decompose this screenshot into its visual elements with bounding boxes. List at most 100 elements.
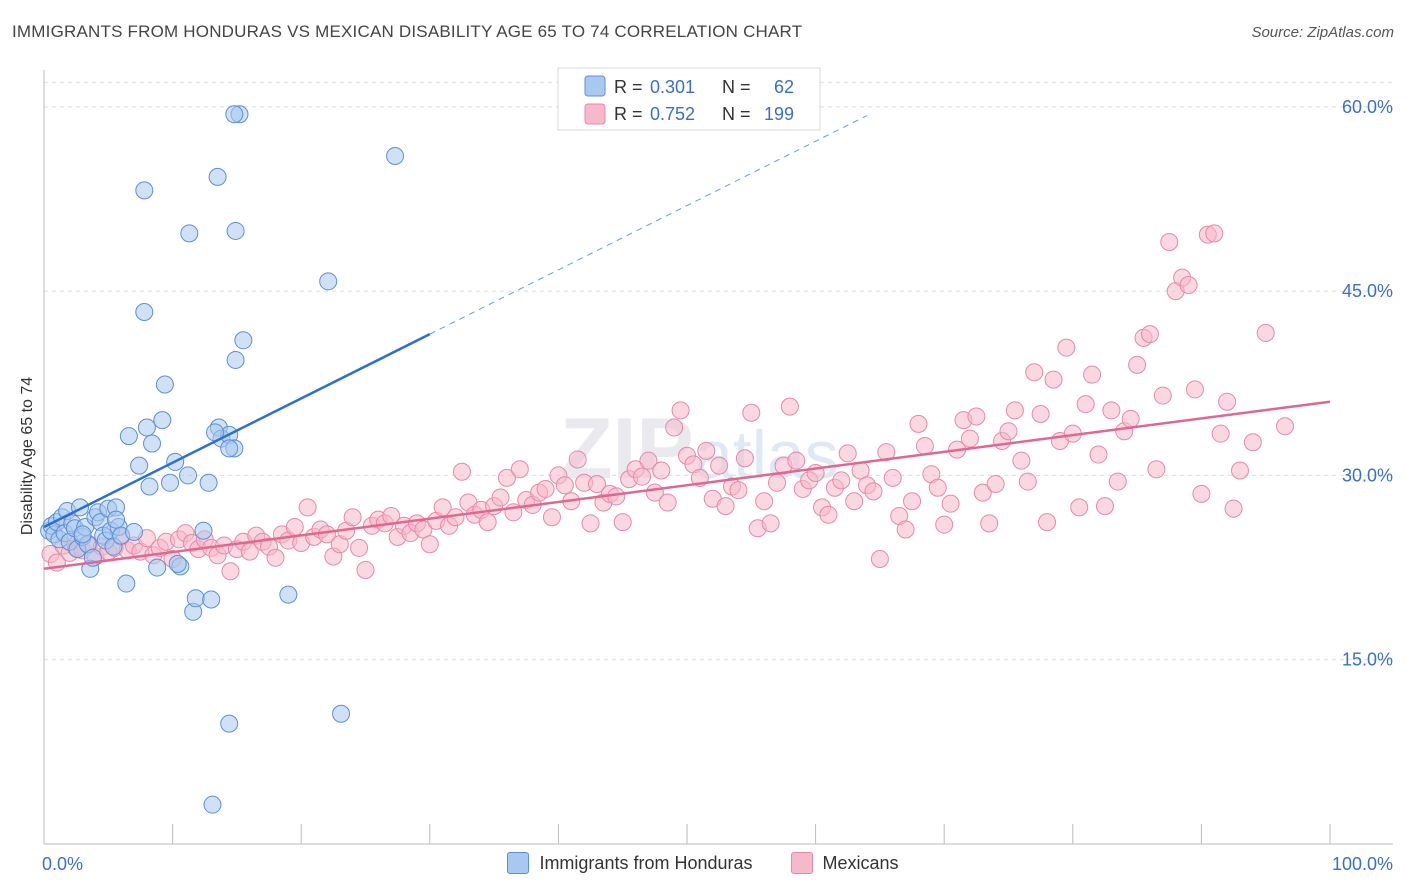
mexicans-point (999, 422, 1018, 441)
honduras-point (225, 105, 244, 124)
mexicans-point (1057, 338, 1076, 357)
mexicans-point (343, 508, 362, 527)
legend-item-honduras: Immigrants from Honduras (507, 852, 753, 874)
mexicans-point (1179, 276, 1198, 294)
legend-n-label-1: N = (722, 77, 751, 97)
mexicans-point (478, 513, 497, 532)
mexicans-point (652, 461, 671, 480)
mexicans-point (870, 549, 889, 568)
honduras-point (386, 147, 405, 165)
mexicans-point (658, 493, 677, 512)
honduras-point (140, 477, 159, 496)
mexicans-point (742, 403, 761, 422)
mexicans-point (1070, 498, 1089, 517)
mexicans-point (665, 418, 684, 437)
honduras-point (135, 303, 154, 322)
top-legend: R = 0.301 N = 62 R = 0.752 N = 199 (557, 67, 821, 131)
honduras-point (119, 427, 138, 446)
x-tick-max: 100.0% (1332, 854, 1393, 874)
mexicans-point (587, 475, 606, 494)
mexicans-point (356, 561, 375, 580)
mexicans-point (452, 462, 471, 481)
mexicans-point (864, 482, 883, 501)
mexicans-point (1102, 401, 1121, 420)
mexicans-point (1160, 233, 1179, 251)
mexicans-point (536, 479, 555, 498)
mexicans-point (510, 460, 529, 479)
mexicans-point (1012, 451, 1031, 470)
legend-label-mexicans: Mexicans (822, 852, 899, 873)
legend-swatch-mexicans-bottom (790, 852, 813, 874)
honduras-point (168, 554, 187, 573)
honduras-point (319, 272, 338, 291)
honduras-point (194, 521, 213, 540)
honduras-point (202, 590, 221, 609)
legend-swatch-honduras-bottom (507, 852, 530, 874)
mexicans-point (755, 492, 774, 511)
mexicans-point (980, 514, 999, 533)
legend-label-honduras: Immigrants from Honduras (539, 852, 753, 873)
honduras-point (73, 525, 92, 544)
mexicans-point (967, 407, 986, 426)
y-tick-label-3: 60.0% (1342, 97, 1393, 117)
mexicans-point (1076, 395, 1095, 414)
mexicans-point (973, 483, 992, 502)
honduras-point (199, 473, 218, 492)
mexicans-point (221, 562, 240, 581)
mexicans-point (1218, 392, 1237, 411)
mexicans-point (819, 505, 838, 524)
mexicans-point (1140, 325, 1159, 344)
mexicans-point (1031, 405, 1050, 423)
honduras-point (130, 456, 149, 475)
mexicans-point (915, 436, 934, 455)
mexicans-point (613, 513, 632, 532)
mexicans-point (285, 518, 304, 537)
y-tick-labels: 15.0% 30.0% 45.0% 60.0% (1342, 97, 1393, 670)
mexicans-point (350, 538, 369, 557)
legend-r-value-1: 0.301 (650, 77, 695, 97)
mexicans-point (1243, 433, 1262, 452)
y-tick-label-0: 15.0% (1342, 650, 1393, 670)
honduras-point (226, 350, 245, 369)
mexicans-point (761, 514, 780, 533)
mexicans-point (768, 473, 787, 492)
mexicans-point (1230, 461, 1249, 480)
honduras-point (107, 510, 126, 529)
mexicans-point (697, 441, 716, 460)
mexicans-point (1224, 499, 1243, 518)
trend-lines (43, 115, 1331, 571)
grid-lines (44, 81, 1393, 661)
chart-title: IMMIGRANTS FROM HONDURAS VS MEXICAN DISA… (12, 22, 803, 41)
mexicans-point (1211, 424, 1230, 443)
honduras-trend-line (43, 333, 431, 529)
mexicans-point (491, 488, 510, 507)
mexicans-point (986, 475, 1005, 494)
mexicans-point (935, 515, 954, 534)
honduras-point (155, 375, 174, 394)
mexicans-point (1147, 460, 1166, 479)
honduras-point (143, 434, 162, 453)
y-axis-label: Disability Age 65 to 74 (19, 377, 36, 535)
honduras-points (40, 105, 405, 814)
honduras-point (203, 795, 222, 814)
mexicans-point (1256, 323, 1275, 342)
mexicans-point (838, 444, 857, 463)
legend-n-label-2: N = (722, 104, 751, 124)
mexicans-point (1025, 363, 1044, 382)
mexicans-point (632, 467, 651, 486)
mexicans-point (266, 548, 285, 567)
mexicans-point (1121, 409, 1140, 428)
mexicans-point (639, 451, 658, 470)
legend-swatch-honduras (584, 75, 606, 97)
mexicans-point (903, 492, 922, 511)
mexicans-point (716, 497, 735, 516)
mexicans-point (1044, 370, 1063, 389)
honduras-point (125, 522, 144, 541)
mexicans-point (497, 468, 516, 487)
mexicans-point (568, 450, 587, 469)
mexicans-point (298, 498, 317, 517)
honduras-point (153, 411, 172, 430)
mexicans-point (581, 514, 600, 533)
mexicans-point (909, 414, 928, 433)
